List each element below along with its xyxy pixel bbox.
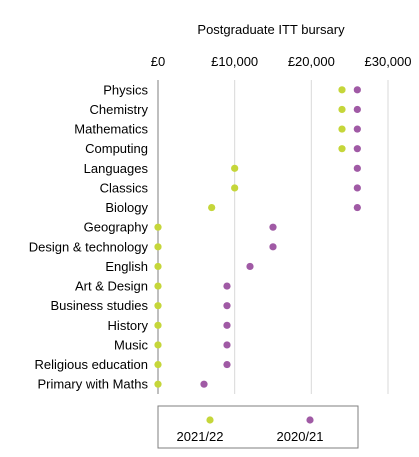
- data-point: [208, 203, 216, 212]
- data-point: [223, 360, 231, 369]
- x-tick-label: £0: [151, 54, 165, 69]
- category-label: Geography: [84, 220, 149, 235]
- x-tick-label: £10,000: [211, 54, 258, 69]
- data-point: [353, 105, 361, 114]
- data-point: [154, 262, 162, 271]
- category-label: Religious education: [35, 357, 148, 372]
- category-label: Chemistry: [89, 102, 148, 117]
- data-point: [246, 262, 254, 271]
- data-points: [154, 86, 361, 388]
- data-point: [154, 223, 162, 231]
- data-point: [231, 184, 239, 192]
- x-axis-ticks: £0 £10,000 £20,000 £30,000: [151, 54, 412, 69]
- data-point: [338, 145, 346, 153]
- data-point: [223, 302, 231, 310]
- category-label: Classics: [100, 180, 149, 195]
- data-point: [154, 380, 162, 388]
- data-point: [353, 125, 361, 133]
- category-label: Physics: [103, 82, 148, 97]
- category-label: Business studies: [50, 298, 148, 313]
- x-tick-label: £30,000: [365, 54, 412, 69]
- gridlines: [234, 80, 389, 394]
- x-tick-label: £20,000: [288, 54, 335, 69]
- legend-box: [157, 405, 359, 449]
- legend-label: 2020/21: [277, 429, 324, 444]
- chart-title: Postgraduate ITT bursary: [197, 22, 345, 37]
- legend: 2021/22 2020/21: [177, 416, 324, 444]
- data-point: [353, 184, 361, 192]
- category-labels: Physics Chemistry Mathematics Computing Lang…: [29, 82, 149, 391]
- category-label: English: [105, 259, 148, 274]
- category-label: Mathematics: [74, 122, 148, 137]
- data-point: [154, 341, 162, 349]
- legend-marker: [306, 416, 314, 424]
- data-point: [269, 223, 277, 231]
- data-point: [200, 380, 208, 388]
- data-point: [269, 243, 277, 251]
- data-point: [223, 321, 231, 329]
- data-point: [338, 86, 346, 94]
- category-label: Languages: [84, 161, 149, 176]
- data-point: [154, 321, 162, 329]
- data-point: [223, 282, 231, 290]
- data-point: [231, 164, 239, 172]
- category-label: Biology: [105, 200, 148, 215]
- data-point: [154, 243, 162, 251]
- category-label: Primary with Maths: [37, 377, 148, 392]
- data-point: [353, 86, 361, 94]
- category-label: Computing: [85, 141, 148, 156]
- data-point: [338, 125, 346, 133]
- data-point: [154, 302, 162, 310]
- data-point: [338, 105, 346, 114]
- legend-label: 2021/22: [177, 429, 224, 444]
- category-label: Art & Design: [75, 279, 148, 294]
- legend-marker: [206, 416, 214, 424]
- data-point: [353, 145, 361, 153]
- category-label: Design & technology: [29, 239, 149, 254]
- data-point: [154, 360, 162, 369]
- data-point: [353, 164, 361, 172]
- data-point: [223, 341, 231, 349]
- category-label: Music: [114, 337, 148, 352]
- data-point: [154, 282, 162, 290]
- data-point: [353, 203, 361, 212]
- category-label: History: [108, 318, 149, 333]
